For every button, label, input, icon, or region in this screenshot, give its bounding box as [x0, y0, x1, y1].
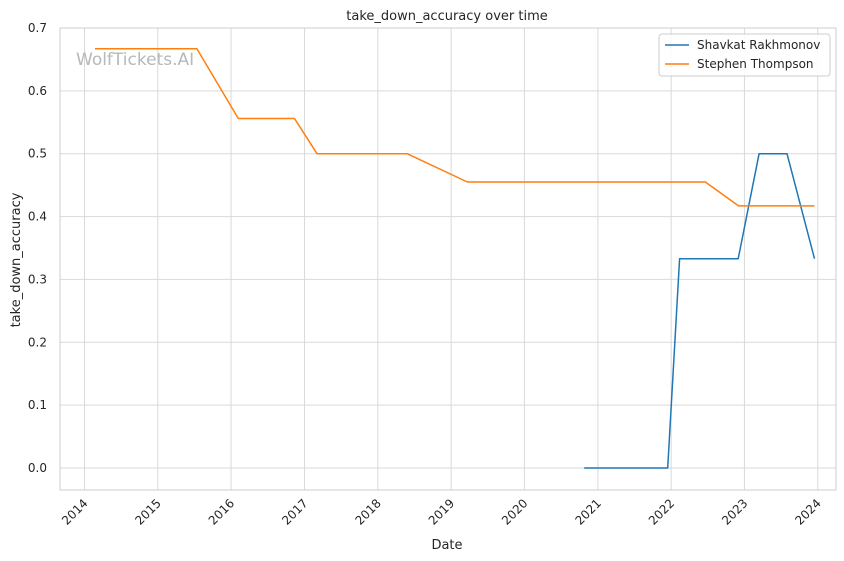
legend-label-shavkat-rakhmonov: Shavkat Rakhmonov [697, 38, 820, 52]
series-line-shavkat-rakhmonov [584, 152, 816, 469]
chart-title: take_down_accuracy over time [346, 9, 547, 24]
y-tick-label: 0.4 [28, 210, 47, 224]
y-tick-label: 0.2 [28, 335, 47, 349]
y-tick-label: 0.3 [28, 272, 47, 286]
y-axis-label: take_down_accuracy [9, 192, 24, 327]
x-tick-label: 2016 [206, 496, 237, 527]
series-line-stephen-thompson [94, 47, 815, 207]
x-tick-label: 2019 [426, 496, 457, 527]
x-tick-label: 2023 [719, 496, 750, 527]
legend: Shavkat Rakhmonov Stephen Thompson [658, 33, 831, 77]
x-tick-label: 2017 [279, 496, 310, 527]
legend-box [658, 33, 831, 77]
x-tick-label: 2020 [499, 496, 530, 527]
y-tick-label: 0.1 [28, 398, 47, 412]
series-layer [94, 47, 816, 469]
x-tick-label: 2015 [132, 496, 163, 527]
y-tick-label: 0.5 [28, 147, 47, 161]
x-tick-label: 2024 [792, 496, 823, 527]
y-tick-label: 0.6 [28, 84, 47, 98]
legend-label-stephen-thompson: Stephen Thompson [697, 57, 814, 71]
plot-frame [59, 27, 837, 491]
x-tick-label: 2022 [646, 496, 677, 527]
x-tick-label: 2018 [352, 496, 383, 527]
y-tick-labels: 0.0 0.1 0.2 0.3 0.4 0.5 0.6 0.7 [28, 21, 47, 475]
x-tick-labels: 2014 2015 2016 2017 2018 2019 2020 2021 2022 2023… [59, 496, 824, 527]
y-tick-label: 0.7 [28, 21, 47, 35]
x-axis-label: Date [431, 538, 462, 553]
x-tick-label: 2014 [59, 496, 90, 527]
y-tick-label: 0.0 [28, 461, 47, 475]
watermark: WolfTickets.AI [76, 50, 194, 70]
x-tick-label: 2021 [573, 496, 604, 527]
